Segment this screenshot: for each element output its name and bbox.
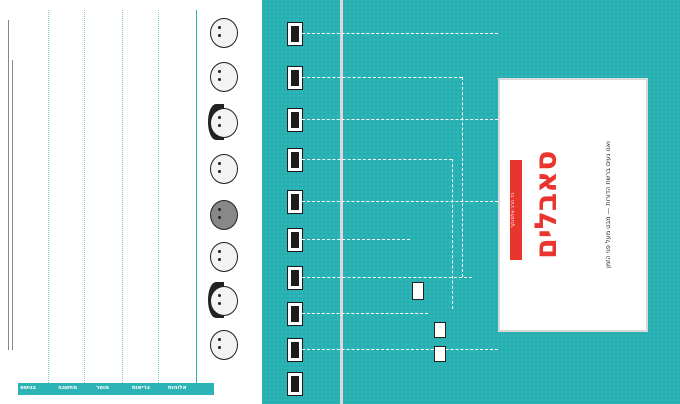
table-header-col: מחשבה <box>58 385 78 391</box>
connector-line <box>302 277 472 278</box>
annotation-box <box>434 322 446 338</box>
portrait <box>204 324 244 364</box>
right-page: כד הרב אלסנקר סאבלים ואנו נעים ברשת הדור… <box>262 0 680 404</box>
portrait <box>204 194 244 234</box>
title-banner: כד הרב אלסנקר סאבלים ואנו נעים ברשת הדור… <box>498 78 648 332</box>
portrait <box>204 236 244 276</box>
connector-line <box>302 33 498 34</box>
timeline-badge <box>287 66 303 90</box>
note-line <box>12 60 13 350</box>
annotation-box <box>412 282 424 300</box>
connector-line <box>452 159 453 309</box>
connector-line <box>302 119 498 120</box>
kicker-label: כד הרב אלסנקר <box>510 160 522 260</box>
connector-line <box>302 239 410 240</box>
portraits-column <box>196 10 260 394</box>
timeline-axis <box>340 0 343 404</box>
table-header-col: אלוהות <box>168 385 187 391</box>
timeline-badge <box>287 190 303 214</box>
page-subtitle: ואנו נעים ברשת הדורות — מבט מעל פני הזמן <box>604 141 612 269</box>
portrait <box>204 12 244 52</box>
annotation-box <box>434 346 446 362</box>
table-header-col: מוסר <box>96 385 109 391</box>
table-divider <box>158 10 159 395</box>
timeline-badge <box>287 108 303 132</box>
timeline-badge <box>287 302 303 326</box>
timeline-badge <box>287 372 303 396</box>
timeline-badge <box>287 228 303 252</box>
footnotes-area <box>6 20 16 385</box>
page-title: סאבלים <box>529 150 564 260</box>
table-divider <box>84 10 85 395</box>
table-divider <box>48 10 49 395</box>
comparison-table: בנושא מחשבה מוסר בריאות אלוהות <box>18 10 214 395</box>
connector-line <box>302 349 498 350</box>
left-page: בנושא מחשבה מוסר בריאות אלוהות <box>0 0 262 404</box>
timeline-badge <box>287 266 303 290</box>
connector-line <box>462 77 463 277</box>
timeline-badge <box>287 148 303 172</box>
table-header: בנושא מחשבה מוסר בריאות אלוהות <box>18 383 214 395</box>
portrait <box>204 102 244 142</box>
portrait <box>204 148 244 188</box>
portrait <box>204 56 244 96</box>
connector-line <box>302 159 452 160</box>
table-divider <box>122 10 123 395</box>
portrait <box>204 280 244 320</box>
table-header-topic: בנושא <box>20 385 36 391</box>
connector-line <box>302 313 428 314</box>
timeline-badge <box>287 338 303 362</box>
connector-line <box>302 201 498 202</box>
table-header-col: בריאות <box>132 385 150 391</box>
note-line <box>8 20 9 350</box>
connector-line <box>302 77 462 78</box>
timeline-badge <box>287 22 303 46</box>
